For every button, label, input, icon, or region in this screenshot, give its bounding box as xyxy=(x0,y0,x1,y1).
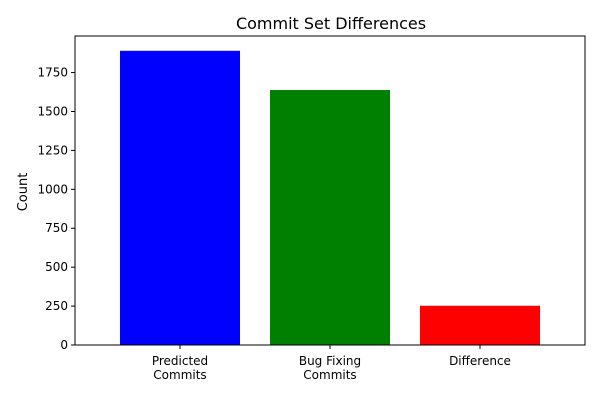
bars-group xyxy=(120,50,540,345)
y-tick-label: 1750 xyxy=(37,66,68,80)
x-tick-label: Commits xyxy=(303,368,356,382)
bar-2 xyxy=(420,305,540,345)
y-tick-label: 1250 xyxy=(37,143,68,157)
y-tick-label: 250 xyxy=(45,299,68,313)
x-tick-label: Commits xyxy=(153,368,206,382)
chart-title: Commit Set Differences xyxy=(236,14,426,33)
x-tick-label: Difference xyxy=(449,354,511,368)
y-tick-label: 1000 xyxy=(37,182,68,196)
x-tick-label: Bug Fixing xyxy=(299,354,361,368)
bar-0 xyxy=(120,50,240,345)
x-tick-label: Predicted xyxy=(152,354,208,368)
y-tick-label: 1500 xyxy=(37,104,68,118)
y-tick-label: 500 xyxy=(45,260,68,274)
bar-1 xyxy=(270,90,390,345)
y-axis-label: Count xyxy=(16,173,31,212)
y-tick-label: 750 xyxy=(45,221,68,235)
y-tick-label: 0 xyxy=(60,338,68,352)
y-axis: 0 250 500 750 1000 1250 1500 1750 xyxy=(37,66,75,352)
plot-frame xyxy=(74,35,586,346)
